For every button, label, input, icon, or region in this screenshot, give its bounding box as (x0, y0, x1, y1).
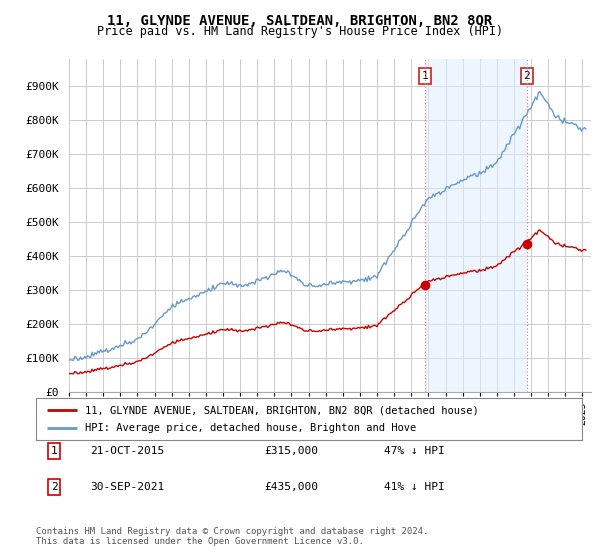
Text: £435,000: £435,000 (264, 482, 318, 492)
Bar (425, 59, 527, 392)
Text: Price paid vs. HM Land Registry's House Price Index (HPI): Price paid vs. HM Land Registry's House … (97, 25, 503, 38)
Text: 41% ↓ HPI: 41% ↓ HPI (384, 482, 445, 492)
Text: HPI: Average price, detached house, Brighton and Hove: HPI: Average price, detached house, Brig… (85, 423, 416, 433)
Text: 2: 2 (50, 482, 58, 492)
Text: 1: 1 (422, 71, 428, 81)
Text: 1: 1 (50, 446, 58, 456)
Text: 11, GLYNDE AVENUE, SALTDEAN, BRIGHTON, BN2 8QR (detached house): 11, GLYNDE AVENUE, SALTDEAN, BRIGHTON, B… (85, 405, 479, 415)
Text: 21-OCT-2015: 21-OCT-2015 (90, 446, 164, 456)
Text: Contains HM Land Registry data © Crown copyright and database right 2024.
This d: Contains HM Land Registry data © Crown c… (36, 526, 428, 546)
Text: £315,000: £315,000 (264, 446, 318, 456)
Text: 47% ↓ HPI: 47% ↓ HPI (384, 446, 445, 456)
Text: 30-SEP-2021: 30-SEP-2021 (90, 482, 164, 492)
Text: 2: 2 (523, 71, 530, 81)
Text: 11, GLYNDE AVENUE, SALTDEAN, BRIGHTON, BN2 8QR: 11, GLYNDE AVENUE, SALTDEAN, BRIGHTON, B… (107, 14, 493, 28)
